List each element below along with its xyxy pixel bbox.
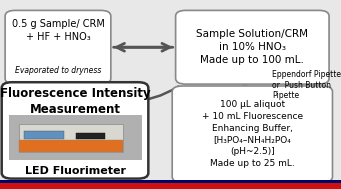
Bar: [0, 180, 341, 183]
FancyBboxPatch shape: [176, 10, 329, 84]
Text: Evaporated to dryness: Evaporated to dryness: [15, 66, 101, 75]
Bar: [9, 115, 142, 160]
Bar: [19, 124, 123, 152]
FancyBboxPatch shape: [2, 82, 148, 179]
Bar: [76, 133, 105, 139]
FancyBboxPatch shape: [5, 10, 111, 84]
Text: 0.5 g Sample/ CRM
+ HF + HNO₃: 0.5 g Sample/ CRM + HF + HNO₃: [12, 19, 104, 42]
Text: Eppendorf Pipette
or  Push Button
Pipette: Eppendorf Pipette or Push Button Pipette: [272, 70, 341, 100]
Text: Sample Solution/CRM
in 10% HNO₃
Made up to 100 mL.: Sample Solution/CRM in 10% HNO₃ Made up …: [196, 29, 308, 65]
Bar: [0, 183, 341, 189]
Bar: [24, 131, 64, 139]
FancyBboxPatch shape: [172, 86, 332, 182]
Text: LED Fluorimeter: LED Fluorimeter: [25, 166, 125, 176]
Bar: [19, 140, 123, 152]
Text: Fluorescence Intensity
Measurement: Fluorescence Intensity Measurement: [0, 87, 150, 116]
Text: 100 μL aliquot
+ 10 mL Fluorescence
Enhancing Buffer,
[H₃PO₄–NH₄H₂PO₄
(pH~2.5)]
: 100 μL aliquot + 10 mL Fluorescence Enha…: [202, 100, 303, 168]
